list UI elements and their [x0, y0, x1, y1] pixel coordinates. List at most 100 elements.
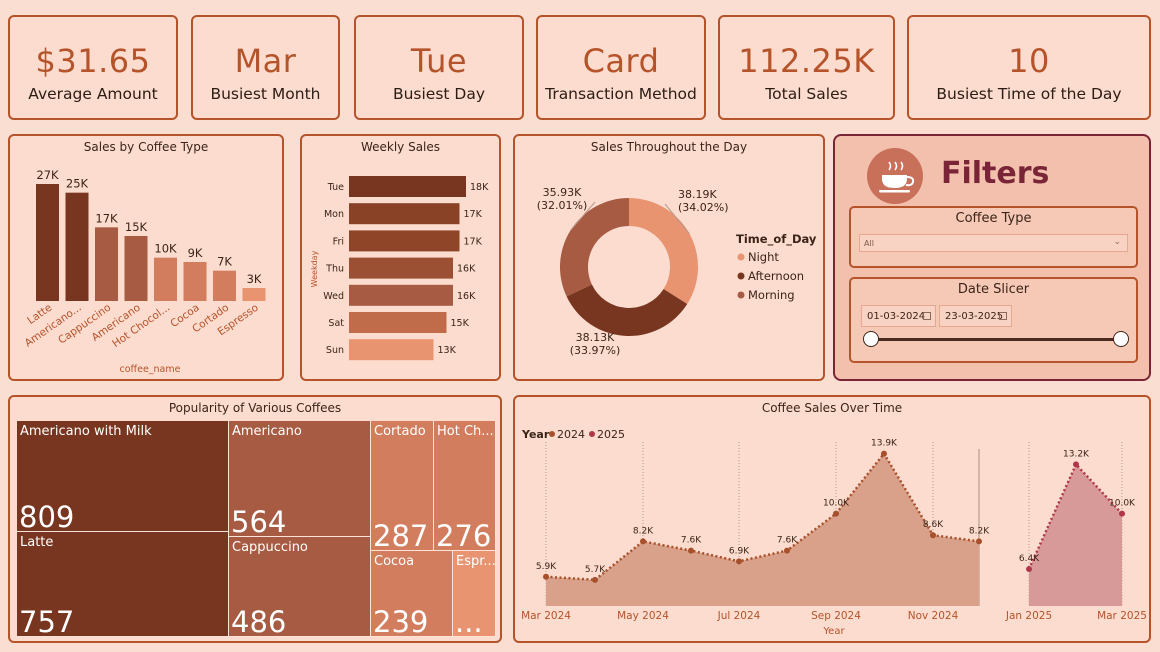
- legend-marker: [589, 431, 595, 437]
- point-data-label: 13.9K: [871, 439, 898, 449]
- weekly-sales-chart: Weekly Sales Tue 18K Mon 17K Fri 17K Thu 16K Wed…: [300, 134, 501, 381]
- bar-data-label: 9K: [188, 246, 203, 260]
- bar-data-label: 18K: [470, 182, 489, 193]
- date-range-slider-start-handle[interactable]: [863, 331, 879, 347]
- series-point: [930, 532, 936, 539]
- popularity-treemap: Popularity of Various Coffees Americano …: [8, 395, 502, 643]
- slice-value-label: 38.19K: [678, 188, 717, 201]
- slice-value-label: 38.13K: [576, 331, 615, 344]
- slice-leader-line: [664, 203, 690, 235]
- legend-title: Year: [521, 428, 550, 441]
- legend-title: Time_of_Day: [736, 232, 817, 247]
- treemap-cell-value: 486: [231, 605, 287, 637]
- coffee-type-dropdown[interactable]: All ⌄: [859, 234, 1128, 252]
- treemap-cell-label: Americano: [232, 424, 302, 439]
- bar: [349, 203, 460, 225]
- kpi-label: Busiest Day: [392, 85, 486, 103]
- chart-title: Sales Throughout the Day: [590, 140, 748, 154]
- treemap-cell-value: 757: [19, 605, 75, 637]
- x-tick-label: Mar 2025: [1097, 610, 1147, 622]
- x-axis-label: coffee_name: [120, 364, 181, 375]
- weekday-tick-label: Fri: [333, 236, 344, 247]
- x-tick-label: Jan 2025: [1005, 610, 1052, 622]
- sales-throughout-day-chart: Sales Throughout the Day 38.19K (34.02%) 3…: [513, 134, 825, 381]
- treemap-area: Americano with Milk 809 Latte 757 Americano 5…: [17, 421, 496, 637]
- treemap-cell[interactable]: Espr......: [453, 551, 496, 637]
- bar: [213, 270, 236, 301]
- date-start-value: 01-03-2024: [867, 311, 926, 322]
- series-point: [833, 510, 839, 517]
- donut-slice: [560, 198, 629, 297]
- kpi-value: Mar: [234, 42, 297, 80]
- coffee-type-dropdown-value: All: [864, 239, 874, 248]
- date-range-slider-track[interactable]: [871, 338, 1120, 341]
- series-point: [640, 538, 646, 545]
- coffee-sales-over-time-chart: Coffee Sales Over Time 5.9K 5.7K 8.2K 7.6K 6…: [513, 395, 1151, 643]
- x-tick-label: May 2024: [617, 610, 669, 622]
- bar: [154, 257, 177, 301]
- x-tick-label: Nov 2024: [908, 610, 959, 622]
- treemap-cell[interactable]: Americano 564: [229, 421, 371, 537]
- treemap-cell-value: 276: [436, 519, 492, 551]
- x-tick-label: Mar 2024: [521, 610, 571, 622]
- date-start-input[interactable]: 01-03-2024: [861, 305, 936, 327]
- treemap-cell[interactable]: Hot Ch... 276: [434, 421, 496, 551]
- kpi-value: Card: [582, 42, 660, 80]
- bar-data-label: 17K: [464, 236, 483, 247]
- bar-data-label: 17K: [464, 209, 483, 220]
- bar: [349, 339, 434, 361]
- bar-data-label: 17K: [95, 211, 118, 225]
- legend-entry: 2025: [597, 428, 625, 441]
- bar: [349, 312, 447, 333]
- chevron-down-icon: ⌄: [1113, 237, 1121, 247]
- bar: [349, 230, 460, 252]
- point-data-label: 6.9K: [729, 546, 750, 556]
- treemap-cell-label: Cortado: [374, 424, 426, 439]
- legend-marker: [737, 253, 745, 261]
- time-area-chart: 5.9K 5.7K 8.2K 7.6K 6.9K 7.6K 10.0K 13.9K 8.6K 8.…: [521, 428, 1147, 637]
- slice-leader-line: [570, 201, 596, 231]
- calendar-icon: [999, 312, 1007, 320]
- series-point: [1119, 510, 1125, 517]
- treemap-cell[interactable]: Cortado 287: [371, 421, 434, 551]
- date-slicer-title: Date Slicer: [957, 282, 1030, 297]
- bar-data-label: 3K: [247, 272, 262, 286]
- bar: [65, 192, 89, 301]
- bar-data-label: 25K: [66, 177, 89, 191]
- x-axis-label: Year: [822, 626, 845, 637]
- kpi-label: Transaction Method: [545, 85, 697, 103]
- treemap-cell[interactable]: Americano with Milk 809: [17, 421, 229, 532]
- weekday-tick-label: Wed: [323, 291, 344, 302]
- treemap-cell[interactable]: Cappuccino 486: [229, 537, 371, 637]
- chart-title: Weekly Sales: [360, 140, 441, 154]
- x-tick-label: Jul 2024: [717, 610, 761, 622]
- treemap-cell-label: Latte: [20, 535, 54, 550]
- series-point: [688, 547, 694, 554]
- bar: [36, 184, 59, 301]
- legend-entry: Afternoon: [748, 269, 804, 283]
- chart-title: Popularity of Various Coffees: [168, 401, 342, 415]
- treemap-cell[interactable]: Cocoa 239: [371, 551, 453, 637]
- legend-marker: [737, 272, 745, 280]
- coffee-cup-icon: [867, 148, 923, 204]
- kpi-busiest-month: Mar Busiest Month: [191, 15, 340, 120]
- bar: [349, 176, 466, 197]
- series-area: [546, 453, 979, 606]
- filters-title: Filters: [941, 156, 1050, 191]
- date-end-input[interactable]: 23-03-2025: [939, 305, 1012, 327]
- series-point: [1073, 461, 1079, 468]
- series-area: [1029, 464, 1122, 606]
- bar-data-label: 27K: [36, 168, 59, 182]
- series-point: [592, 576, 598, 583]
- x-tick-label: Sep 2024: [811, 610, 861, 622]
- treemap-cell-label: Hot Ch...: [437, 424, 494, 439]
- treemap-cell[interactable]: Latte 757: [17, 532, 229, 637]
- series-point: [784, 547, 790, 554]
- date-range-slider-end-handle[interactable]: [1113, 331, 1129, 347]
- kpi-label: Busiest Time of the Day: [936, 85, 1122, 103]
- slice-percent-label: (32.01%): [537, 199, 588, 212]
- point-data-label: 7.6K: [777, 536, 798, 546]
- date-end-value: 23-03-2025: [945, 311, 1004, 322]
- treemap-cell-value: 239: [373, 605, 429, 637]
- bar: [242, 288, 266, 301]
